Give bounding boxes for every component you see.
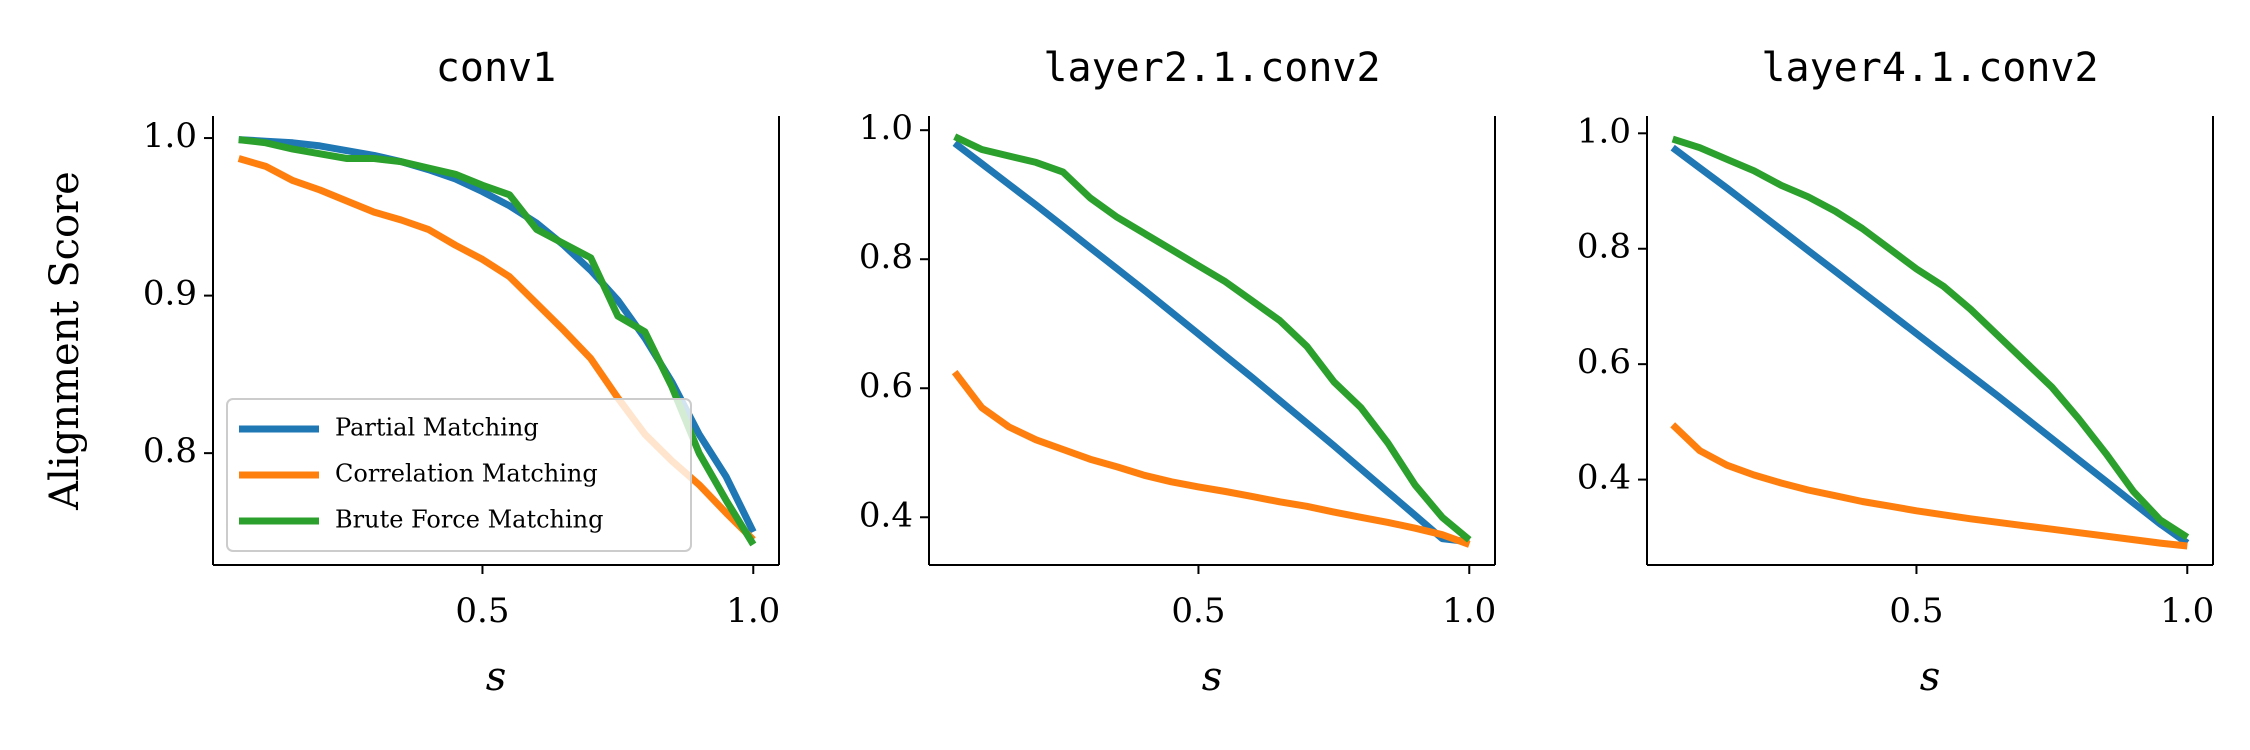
series-line	[1670, 422, 2188, 550]
series-line	[953, 133, 1472, 543]
x-tick-label: 1.0	[2160, 591, 2214, 631]
x-tick-label: 1.0	[1442, 591, 1496, 631]
y-tick-label: 0.6	[859, 366, 913, 406]
series-line	[952, 140, 1470, 546]
y-tick-label: 0.4	[859, 495, 913, 535]
y-tick-label: 1.0	[859, 108, 913, 148]
y-tick-label: 0.8	[1577, 227, 1631, 267]
x-tick-label: 1.0	[726, 591, 780, 631]
x-axis-label: s	[1920, 654, 1941, 700]
y-tick-label: 0.9	[143, 274, 197, 314]
y-tick-label: 1.0	[1577, 111, 1631, 151]
y-axis-label: Alignment Score	[42, 171, 88, 511]
x-tick-label: 0.5	[455, 591, 509, 631]
series-line	[1671, 135, 2190, 541]
series-line	[951, 369, 1471, 548]
y-tick-label: 0.4	[1577, 458, 1631, 498]
series-line	[1670, 144, 2190, 546]
y-tick-label: 0.6	[1577, 342, 1631, 382]
chart-title: conv1	[436, 45, 556, 91]
legend-box	[226, 398, 692, 552]
x-axis-label: s	[1202, 654, 1223, 700]
legend-label: Partial Matching	[335, 414, 539, 442]
series-line	[238, 136, 757, 547]
y-tick-label: 0.8	[143, 431, 197, 471]
x-tick-label: 0.5	[1171, 591, 1225, 631]
y-tick-label: 0.8	[859, 237, 913, 277]
chart-title: layer2.1.conv2	[1043, 45, 1380, 91]
x-axis-label: s	[486, 654, 507, 700]
y-tick-label: 1.0	[143, 116, 197, 156]
chart-title: layer4.1.conv2	[1761, 45, 2098, 91]
x-tick-label: 0.5	[1889, 591, 1943, 631]
legend-label: Brute Force Matching	[335, 506, 604, 534]
legend-label: Correlation Matching	[335, 460, 598, 488]
